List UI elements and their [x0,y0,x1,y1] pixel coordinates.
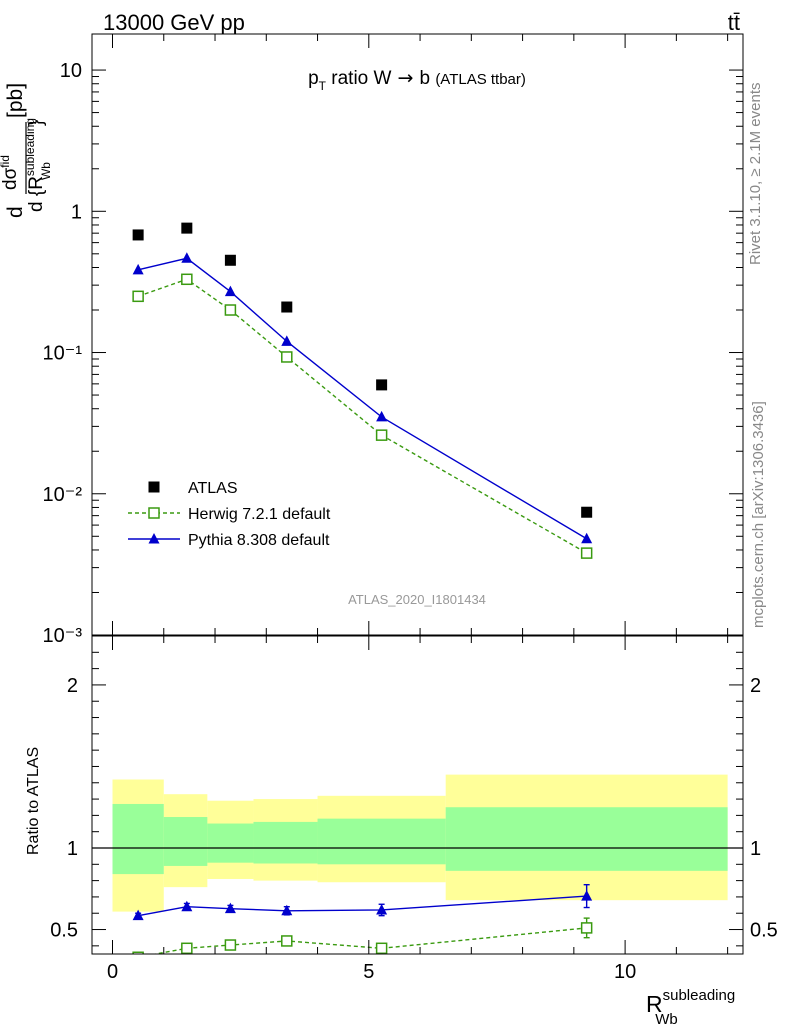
main-point-0-5 [581,506,593,518]
rivet-version-label: Rivet 3.1.10, ≥ 2.1M events [747,83,764,266]
ratio-y-tick-label-right: 0.5 [750,920,778,942]
main-y-tick-label: 10 [60,60,82,82]
ratio-point-1-1 [181,900,193,912]
main-point-0-2 [224,254,236,266]
ratio-point-1-3 [281,904,293,916]
main-axes: 10⁻³ 10⁻² 10⁻¹ 1 10 [43,34,743,647]
ratio-point-0-4 [375,942,388,954]
ratio-frame [91,635,744,955]
ratio-point-1-5 [581,890,593,901]
legend-marker-0 [148,481,160,493]
main-title: pT ratio W → b (ATLAS ttbar) [308,67,526,93]
ratio-band-green-3 [253,821,318,864]
ratio-point-0-2 [224,939,237,951]
ratio-band-green-0 [112,803,164,875]
ratio-plot-area [92,774,743,954]
main-frame [91,33,744,636]
main-point-1-3 [281,351,293,363]
ratio-point-0-5 [580,922,593,934]
main-point-2-2 [224,285,236,297]
ratio-band-green-1 [163,817,208,866]
main-point-0-4 [376,379,388,391]
main-y-tick-label: 10⁻¹ [43,343,83,365]
ratio-series-line-1 [138,895,587,917]
svg-text:dσfid: dσfid [0,155,21,190]
ratio-band-green-4 [317,818,446,865]
header-process-label: tt̄ [728,10,740,35]
svg-text:[pb]: [pb] [4,83,27,118]
main-point-0-1 [181,222,193,234]
ratio-ylabel: Ratio to ATLAS [25,747,42,855]
main-series-line-1 [137,278,588,554]
ratio-y-tick-label: 0.5 [50,920,78,942]
legend-label-2: Pythia 8.308 default [188,532,330,549]
legend-marker-1 [148,507,160,519]
main-y-tick-label: 10⁻² [43,484,83,506]
ratio-point-1-0 [132,909,144,921]
ratio-band-green-5 [445,807,728,871]
main-y-tick-label: 10⁻³ [43,625,83,647]
main-point-2-3 [281,335,293,346]
ratio-point-1-2 [224,902,236,914]
ratio-point-0-3 [281,935,293,947]
legend-marker-2 [148,533,160,544]
ratio-xlabel: Rsubleading Wb [646,987,735,1024]
main-series-line-2 [137,257,588,540]
ratio-point-0-1 [181,942,193,954]
ratio-y-tick-label-right: 2 [750,675,761,697]
ratio-y-tick-label: 1 [67,838,78,860]
main-panel: 10⁻³ 10⁻² 10⁻¹ 1 10 pT ratio W → b (ATLAS tt… [0,33,744,647]
main-point-1-5 [580,547,593,559]
main-point-2-5 [581,532,593,544]
ratio-x-tick-label: 5 [363,961,374,983]
header-energy-label: 13000 GeV pp [103,10,245,35]
svg-text:d: d [4,206,27,218]
ratio-x-tick-label: 10 [614,961,636,983]
ratio-y-tick-label-right: 1 [750,838,761,860]
legend-label-1: Herwig 7.2.1 default [188,506,331,523]
main-y-tick-label: 1 [71,201,82,223]
main-point-2-0 [132,263,144,275]
main-point-2-1 [181,252,193,263]
ratio-point-0-0 [132,951,144,954]
ratio-axes: 0 5 10 0.5 0.5 1 1 2 2 [50,635,778,983]
ratio-y-tick-label: 2 [67,675,78,697]
legend-label-0: ATLAS [188,480,238,497]
ratio-x-tick-label: 0 [107,961,118,983]
main-point-1-4 [375,429,388,441]
analysis-label: ATLAS_2020_I1801434 [348,592,486,607]
legend: ATLAS Herwig 7.2.1 default Pythia 8.308 de… [128,480,331,549]
main-point-1-0 [132,290,144,303]
main-point-2-4 [376,410,388,422]
mcplots-label: mcplots.cern.ch [arXiv:1306.3436] [750,401,767,628]
main-point-1-1 [181,273,193,286]
main-point-0-3 [281,301,293,313]
main-ylabel: d dσfid d {Rsubleading Wb} [pb] [0,83,53,218]
main-point-0-0 [132,229,144,241]
ratio-band-green-2 [207,823,254,863]
ratio-point-1-4 [376,903,388,915]
main-point-1-2 [224,304,237,316]
ratio-series-line-0 [151,927,587,954]
ratio-panel: 0 5 10 0.5 0.5 1 1 2 2 Ratio to ATLAS Rsubleadin… [25,635,778,1024]
main-plot-area [132,222,593,559]
